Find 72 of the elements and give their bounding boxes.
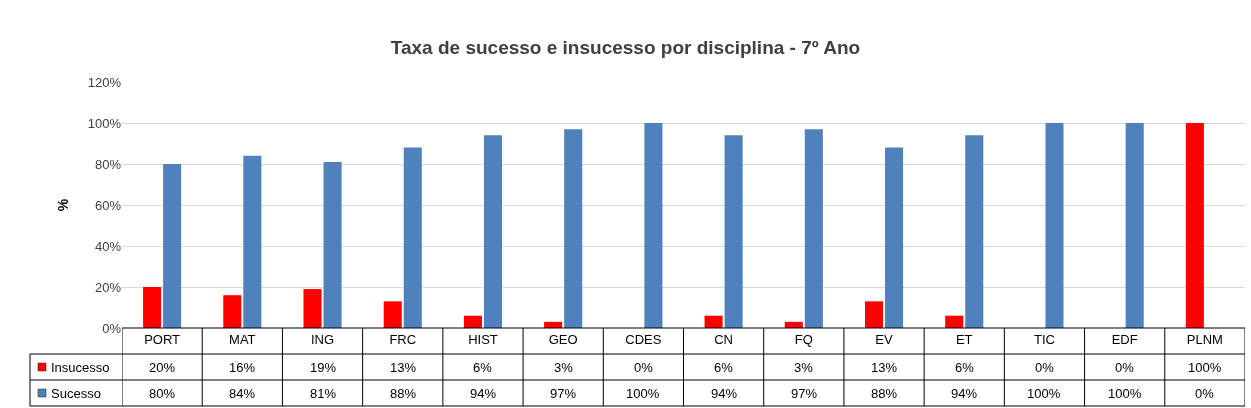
data-label: 94% [711,386,738,401]
data-label: 81% [310,386,337,401]
data-label: 100% [1188,360,1222,375]
data-label: 100% [1027,386,1061,401]
legend-label: Insucesso [51,360,110,375]
bar [163,164,182,328]
bar [965,135,984,328]
data-label: 0% [634,360,654,375]
data-label: 19% [310,360,337,375]
data-label: 80% [149,386,176,401]
data-label: 84% [229,386,256,401]
bar [724,135,743,328]
bar [864,301,884,328]
data-label: 3% [554,360,574,375]
bar [243,155,262,328]
data-label: 16% [229,360,256,375]
data-label: 6% [714,360,734,375]
data-label: 0% [1195,386,1215,401]
y-tick-label: 40% [94,238,122,254]
bar [483,135,503,328]
bar [223,295,242,328]
data-label: 88% [871,386,898,401]
data-label: 0% [1035,360,1055,375]
data-label: 3% [794,360,814,375]
legend-label: Sucesso [51,386,101,401]
data-label: 6% [473,360,493,375]
x-tick-label: HIST [468,332,498,347]
data-label: 100% [1108,386,1142,401]
bar [1125,123,1144,328]
bar [885,147,904,328]
y-tick-label: 80% [94,156,122,172]
data-label: 13% [390,360,417,375]
y-axis-title: % [55,198,72,212]
bar [1045,123,1064,328]
x-tick-label: ET [955,332,973,347]
y-tick-label: 20% [94,279,122,295]
bar [804,129,823,328]
chart-title: Taxa de sucesso e insucesso por disciplina - 7º Ano [390,37,861,59]
data-label: 97% [791,386,818,401]
y-tick-label: 120% [87,74,122,90]
data-label: 94% [470,386,497,401]
y-tick-label: 100% [87,115,122,131]
x-tick-label: MAT [229,332,256,347]
x-tick-label: TIC [1033,332,1055,347]
y-tick-label: 0% [102,320,122,336]
bar [383,301,402,328]
x-tick-label: FRC [389,332,417,347]
data-label: 94% [951,386,978,401]
bar [1185,123,1204,328]
x-tick-label: FQ [794,332,813,347]
x-tick-label: ING [310,332,335,347]
data-label: 13% [871,360,898,375]
bar [143,287,162,328]
bar [644,123,663,328]
data-label: 88% [390,386,417,401]
bar [323,161,342,328]
x-tick-label: CN [714,332,733,347]
x-tick-label: CDES [625,332,662,347]
x-tick-label: GEO [548,332,578,347]
bar [303,289,322,328]
y-tick-label: 60% [94,197,122,213]
data-label: 6% [955,360,975,375]
x-tick-label: EDF [1111,332,1138,347]
data-label: 97% [550,386,577,401]
bar [403,147,422,328]
bar [564,129,583,328]
x-tick-label: PORT [144,332,181,347]
x-tick-label: EV [875,332,894,347]
data-label: 20% [149,360,176,375]
data-label: 0% [1115,360,1135,375]
data-label: 100% [626,386,660,401]
x-tick-label: PLNM [1186,332,1223,347]
